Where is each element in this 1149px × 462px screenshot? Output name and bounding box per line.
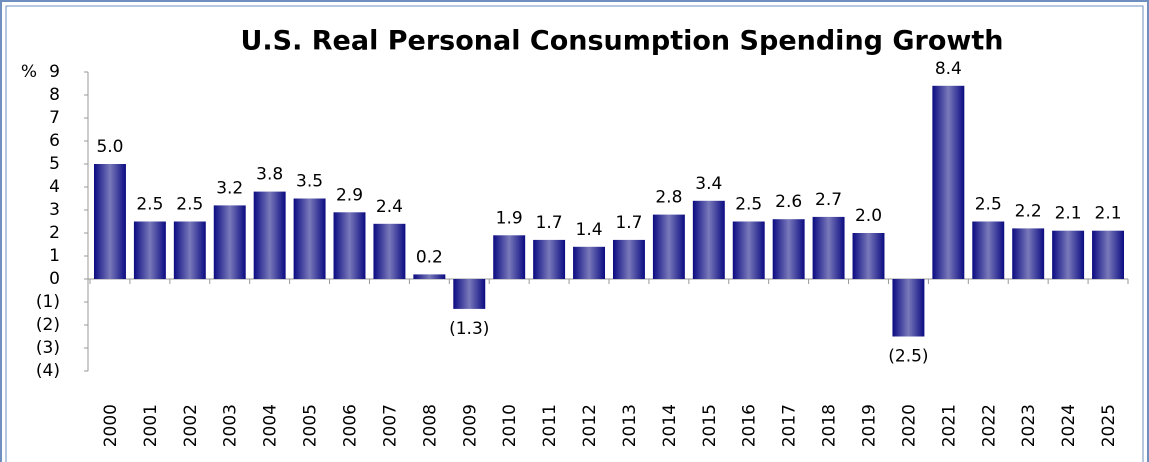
bar [573,246,606,279]
bar [892,279,925,337]
bar [732,221,765,279]
bar [173,221,206,279]
bar [652,214,685,279]
x-tick-label: 2000 [101,404,121,447]
y-tick-label: 3 [49,200,60,220]
value-label: 0.2 [416,247,443,267]
x-tick-label: 2005 [301,404,321,447]
x-tick-label: 2024 [1059,404,1079,447]
y-tick-label: 7 [49,108,60,128]
value-label: 2.7 [815,190,842,210]
value-label: 2.1 [1095,204,1122,224]
value-label: 2.9 [336,185,363,205]
value-label: 5.0 [96,137,123,157]
y-tick-label: (3) [36,338,60,358]
value-label: 1.7 [536,213,563,233]
y-tick-label: 5 [49,154,60,174]
value-label: (1.3) [449,319,489,339]
value-label: 2.5 [136,195,163,215]
frame-inner [5,5,1144,462]
value-label: 2.5 [735,195,762,215]
x-tick-label: 2009 [460,404,480,447]
bar [972,221,1005,279]
bar [1092,230,1125,279]
bar [812,216,845,279]
value-label: 2.2 [1015,201,1042,221]
value-label: 1.9 [496,208,523,228]
x-tick-label: 2010 [500,404,520,447]
x-tick-label: 2022 [979,404,999,447]
value-label: 2.1 [1055,204,1082,224]
bar [692,200,725,279]
bar [453,279,486,309]
x-tick-label: 2016 [740,404,760,447]
value-label: 1.7 [615,213,642,233]
x-tick-label: 2018 [820,404,840,447]
value-label: 3.2 [216,178,243,198]
bar [373,223,406,279]
bar [533,239,566,279]
x-tick-label: 2007 [380,404,400,447]
x-tick-label: 2003 [221,404,241,447]
x-tick-label: 2017 [780,404,800,447]
y-tick-label: 9 [49,62,60,82]
y-tick-label: 6 [49,131,60,151]
bar [1012,228,1045,279]
y-tick-label: (4) [36,361,60,381]
value-label: 8.4 [935,59,962,79]
bar [213,205,246,279]
x-tick-label: 2006 [341,404,361,447]
x-tick-label: 2021 [939,404,959,447]
x-tick-label: 2004 [261,404,281,447]
x-tick-label: 2013 [620,404,640,447]
x-tick-label: 2023 [1019,404,1039,447]
y-axis-label: % [21,62,37,82]
value-label: (2.5) [888,347,928,367]
y-tick-label: 4 [49,177,60,197]
x-tick-label: 2019 [860,404,880,447]
bar [293,198,326,279]
bar [333,212,366,279]
bar [253,191,286,279]
x-tick-label: 2025 [1099,404,1119,447]
x-tick-label: 2014 [660,404,680,447]
value-label: 2.4 [376,197,403,217]
x-tick-label: 2001 [141,404,161,447]
x-tick-label: 2012 [580,404,600,447]
bar [133,221,166,279]
y-tick-label: (2) [36,315,60,335]
bar [852,233,885,279]
x-tick-label: 2008 [420,404,440,447]
value-label: 2.8 [655,188,682,208]
y-tick-label: (1) [36,292,60,312]
bar [612,239,645,279]
chart-title: U.S. Real Personal Consumption Spending … [240,26,1003,57]
bar [932,85,965,279]
value-label: 2.0 [855,206,882,226]
bar [93,164,126,279]
bar [1052,230,1085,279]
y-tick-label: 1 [49,246,60,266]
x-tick-label: 2011 [540,404,560,447]
value-label: 3.8 [256,165,283,185]
y-tick-label: 2 [49,223,60,243]
y-tick-label: 8 [49,85,60,105]
value-label: 3.4 [695,174,722,194]
value-label: 1.4 [576,220,603,240]
bar [493,235,526,279]
bar [772,219,805,279]
value-label: 2.6 [775,192,802,212]
value-label: 3.5 [296,172,323,192]
value-label: 2.5 [176,195,203,215]
value-label: 2.5 [975,195,1002,215]
bar [413,274,446,279]
x-tick-label: 2020 [899,404,919,447]
y-tick-label: 0 [49,269,60,289]
x-tick-label: 2002 [181,404,201,447]
x-tick-label: 2015 [700,404,720,447]
